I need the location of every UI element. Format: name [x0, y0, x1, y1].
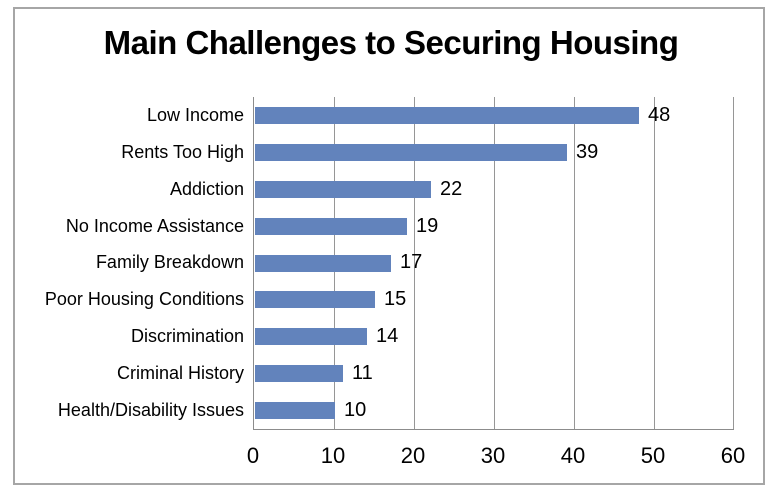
- bar: [255, 180, 431, 198]
- x-tick-label: 60: [720, 443, 746, 468]
- x-tick-label: 30: [480, 443, 506, 468]
- plot-area: 48 39 22 19 17 15 14 11 10: [253, 97, 734, 430]
- gridline: [414, 97, 415, 429]
- category-label: Rents Too High: [121, 141, 244, 162]
- bar-value-label: 22: [440, 177, 463, 200]
- bar: [255, 254, 391, 272]
- value-axis-labels: 0 10 20 30 40 50 60: [247, 443, 745, 471]
- x-tick-label: 10: [320, 443, 346, 468]
- x-tick-label: 40: [560, 443, 586, 468]
- bar-value-label: 39: [576, 140, 599, 163]
- bar: [255, 291, 375, 309]
- chart-frame: [13, 7, 765, 485]
- bar-value-label: 17: [400, 251, 423, 274]
- category-label: Criminal History: [116, 363, 244, 384]
- gridline: [574, 97, 575, 429]
- category-label: No Income Assistance: [65, 215, 244, 236]
- bar: [255, 328, 367, 346]
- x-tick-label: 20: [400, 443, 426, 468]
- gridline: [733, 97, 734, 429]
- category-label: Poor Housing Conditions: [44, 289, 244, 310]
- category-label: Health/Disability Issues: [57, 400, 244, 421]
- gridline: [654, 97, 655, 429]
- category-label: Family Breakdown: [95, 252, 244, 273]
- bar-value-label: 48: [648, 103, 671, 126]
- bar: [255, 402, 335, 420]
- category-axis-labels: Low Income Rents Too High Addiction No Inco…: [20, 97, 244, 429]
- bar-value-label: 10: [344, 399, 367, 422]
- category-label: Discrimination: [130, 326, 244, 347]
- bar: [255, 143, 567, 161]
- category-label: Addiction: [169, 178, 244, 199]
- x-tick-label: 0: [246, 443, 260, 468]
- bar-value-label: 11: [352, 362, 373, 385]
- chart-title: Main Challenges to Securing Housing: [103, 24, 679, 61]
- bar-value-label: 14: [376, 325, 399, 348]
- bar-value-label: 19: [416, 214, 439, 237]
- bar: [255, 106, 639, 124]
- x-tick-label: 50: [640, 443, 666, 468]
- bar: [255, 217, 407, 235]
- category-label: Low Income: [146, 104, 244, 125]
- gridline: [494, 97, 495, 429]
- bar: [255, 365, 343, 383]
- bar-value-label: 15: [384, 288, 407, 311]
